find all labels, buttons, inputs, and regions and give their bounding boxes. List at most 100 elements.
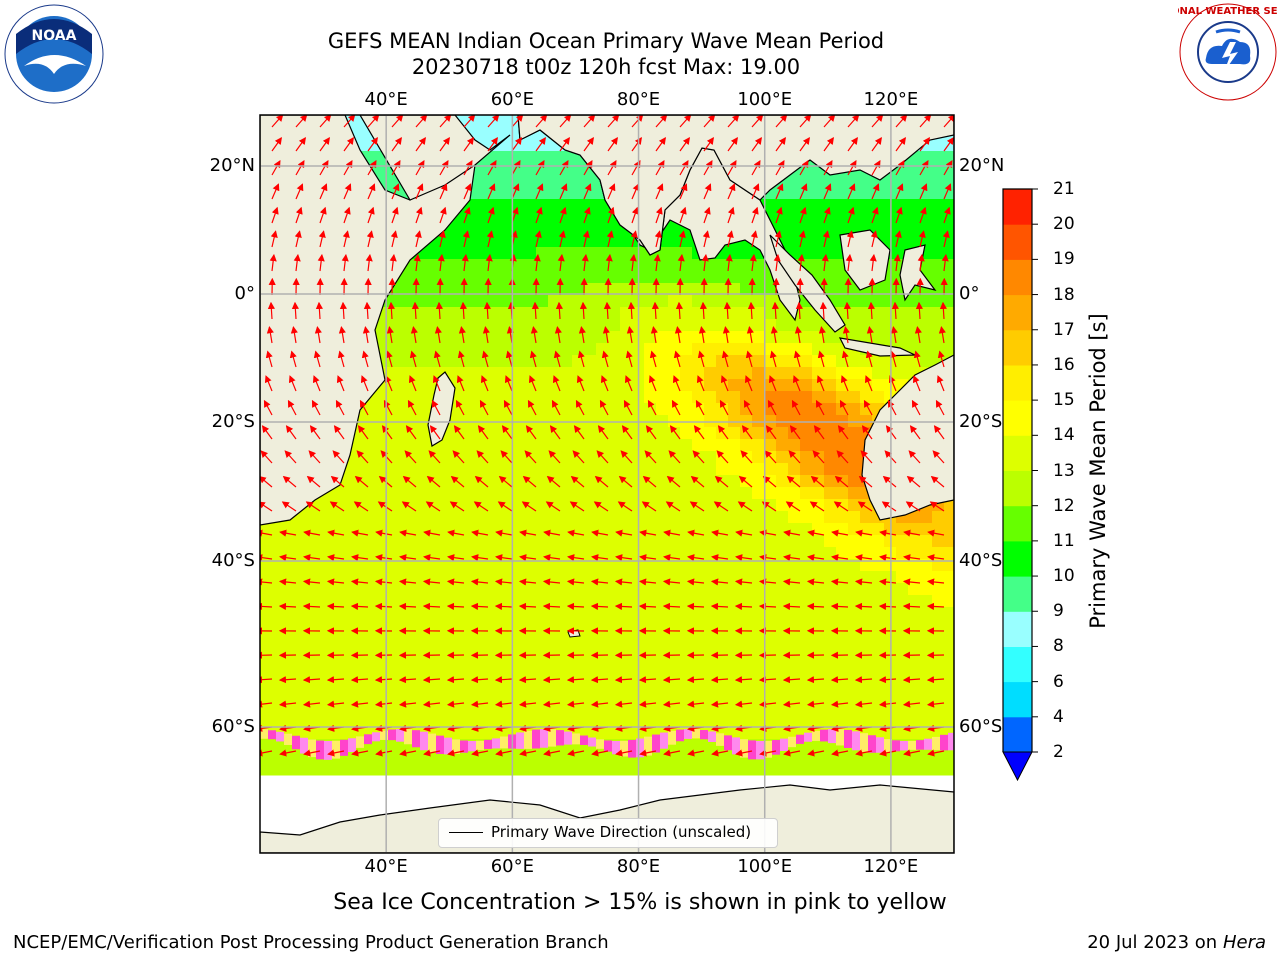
field-cell	[260, 583, 273, 596]
sea-ice-cell	[628, 739, 636, 758]
field-cell	[320, 715, 333, 728]
field-cell	[524, 151, 537, 164]
field-cell	[368, 475, 381, 488]
field-cell	[416, 595, 429, 608]
field-cell	[944, 607, 954, 620]
field-cell	[656, 619, 669, 632]
field-cell	[488, 403, 501, 416]
field-cell	[560, 667, 573, 680]
field-cell	[932, 199, 945, 212]
wave-direction-arrow	[453, 425, 465, 440]
field-cell	[668, 607, 681, 620]
field-cell	[512, 463, 525, 476]
field-cell	[488, 343, 501, 356]
wave-direction-arrow	[871, 160, 881, 176]
field-cell	[584, 331, 597, 344]
field-cell	[548, 223, 561, 236]
field-cell	[932, 571, 945, 584]
field-cell	[908, 559, 921, 572]
field-cell	[836, 523, 849, 536]
field-cell	[476, 727, 489, 740]
wave-direction-arrow	[747, 301, 755, 320]
field-cell	[656, 295, 669, 308]
field-cell	[464, 763, 477, 776]
field-cell	[308, 523, 321, 536]
field-cell	[320, 655, 333, 668]
field-cell	[608, 463, 621, 476]
field-cell	[500, 571, 513, 584]
field-cell	[296, 619, 309, 632]
field-cell	[860, 571, 873, 584]
colorbar-tick-label: 14	[1053, 425, 1075, 446]
wave-direction-arrow	[627, 301, 635, 320]
field-cell	[872, 319, 885, 332]
field-cell	[320, 763, 333, 776]
field-cell	[500, 631, 513, 644]
wave-direction-arrow	[930, 475, 945, 488]
field-cell	[512, 235, 525, 248]
field-cell	[344, 463, 357, 476]
field-cell	[536, 643, 549, 656]
field-cell	[812, 523, 825, 536]
wave-direction-arrow	[719, 399, 729, 416]
field-cell	[260, 703, 273, 716]
field-cell	[764, 319, 777, 332]
field-cell	[332, 691, 345, 704]
field-cell	[848, 715, 861, 728]
field-cell	[320, 523, 333, 536]
wave-direction-arrow	[477, 425, 489, 440]
field-cell	[596, 643, 609, 656]
wave-direction-arrow	[511, 137, 522, 152]
field-cell	[476, 751, 489, 764]
field-cell	[908, 727, 921, 740]
field-cell	[656, 631, 669, 644]
field-cell	[404, 631, 417, 644]
sea-ice-cell	[644, 736, 652, 756]
wave-direction-arrow	[698, 326, 706, 344]
sea-ice-cell	[260, 729, 268, 739]
field-cell	[848, 511, 861, 524]
wave-direction-arrow	[823, 115, 836, 128]
wave-direction-arrow	[655, 183, 664, 200]
wave-direction-arrow	[356, 450, 369, 464]
field-cell	[692, 379, 705, 392]
field-cell	[596, 271, 609, 284]
field-cell	[608, 223, 621, 236]
field-cell	[764, 391, 777, 404]
wave-direction-arrow	[271, 137, 282, 152]
field-cell	[392, 607, 405, 620]
field-cell	[368, 763, 381, 776]
field-cell	[932, 271, 945, 284]
field-cell	[536, 535, 549, 548]
field-cell	[932, 523, 945, 536]
wave-direction-arrow	[439, 206, 447, 224]
field-cell	[944, 751, 954, 764]
wave-direction-arrow	[480, 375, 489, 392]
wave-direction-arrow	[915, 301, 923, 320]
field-cell	[608, 607, 621, 620]
field-cell	[656, 427, 669, 440]
wave-direction-arrow	[415, 115, 428, 128]
field-cell	[296, 511, 309, 524]
field-cell	[488, 475, 501, 488]
field-cell	[284, 631, 297, 644]
field-cell	[788, 379, 801, 392]
field-cell	[440, 355, 453, 368]
field-cell	[368, 559, 381, 572]
wave-direction-arrow	[511, 160, 521, 176]
field-cell	[644, 523, 657, 536]
field-cell	[524, 259, 537, 272]
field-cell	[848, 583, 861, 596]
field-cell	[560, 511, 573, 524]
field-cell	[680, 619, 693, 632]
wave-direction-arrow	[313, 350, 321, 368]
wave-direction-arrow	[485, 253, 493, 272]
field-cell	[668, 583, 681, 596]
field-cell	[836, 511, 849, 524]
colorbar-tick-label: 6	[1053, 671, 1064, 692]
field-cell	[620, 559, 633, 572]
wave-direction-arrow	[891, 301, 899, 320]
wave-direction-arrow	[333, 425, 345, 440]
field-cell	[752, 355, 765, 368]
field-cell	[680, 235, 693, 248]
